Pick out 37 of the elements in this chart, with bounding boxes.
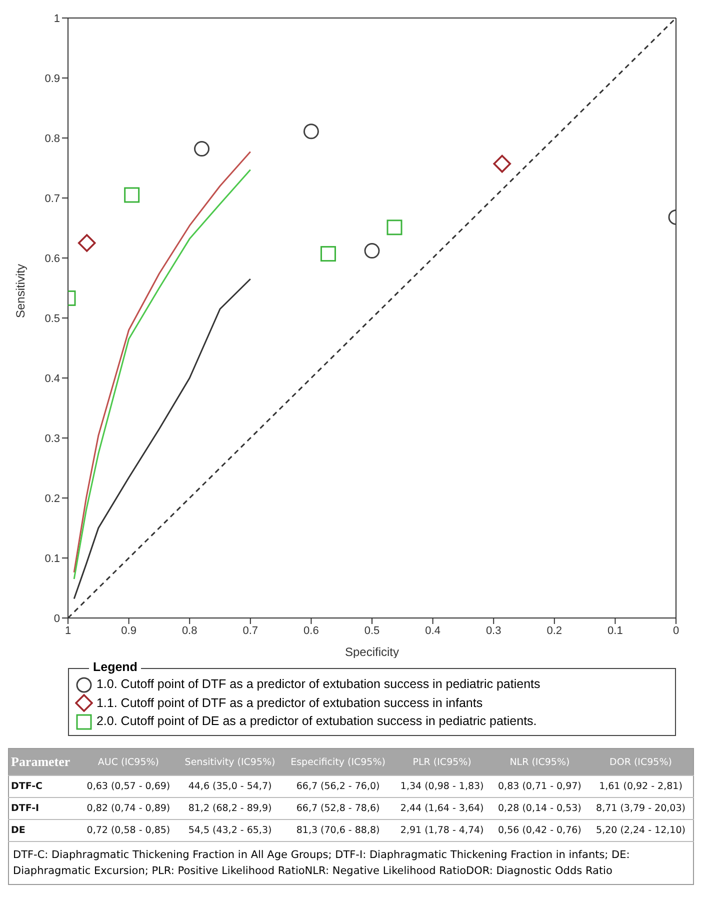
x-tick-label: 0.6 xyxy=(304,624,319,637)
point xyxy=(78,234,96,252)
point xyxy=(364,243,380,259)
y-tick-label: 0.9 xyxy=(44,72,60,85)
x-tick-label: 1 xyxy=(64,624,72,637)
x-tick-label: 0.7 xyxy=(242,624,258,637)
legend-title: Legend xyxy=(89,660,142,674)
y-tick-label: 0.7 xyxy=(44,192,60,205)
y-tick-label: 0.6 xyxy=(44,252,60,265)
y-tick-label: 1 xyxy=(54,12,60,25)
legend-label: 1.0. Cutoff point of DTF as a predictor of extubation success in pediatric patients xyxy=(95,676,542,693)
y-tick-label: 0.3 xyxy=(44,432,60,445)
y-tick-label: 0.2 xyxy=(44,492,60,505)
point xyxy=(493,154,512,173)
point xyxy=(386,220,402,236)
line-series xyxy=(73,278,252,600)
x-tick-label: 0.3 xyxy=(486,624,502,637)
x-tick-label: 0 xyxy=(672,624,680,637)
results-table: Parameter AUC (IC95%) Sensitivity (IC95%) Especificity (IC95%) PLR (IC95%) NLR (IC95%) DOR (IC95%) DTF-C 0,63 (0,57 - 0,69) 44,6 (35,0 - 54,7) 66,7 (56,2 - 76,0) 1,34 (0,98 - 1,83) 0,83 (0,71 - 0,97) 1,61 (0,92 - 2,81) DTF-I 0,82 (0,74 - 0,89) 81,2 (68,2 - 89,9) 66,7 (52,8 - 78,6) 2,44 (1,64 - 3,64) 0,28 (0,14 - 0,53) 8,71 (3,79 - 20,03) DE 0,72 (0,58 - 0,85) 54,5 (43,2 - 65,3) 81,3 (70,6 - 88,8) 2,91 (1,78 - 4,74) 0,56 (0,42 - 0,76) 5,20 (2,24 - 12,10) DTF-C: Diaphragmatic Thickening Fraction in All Age Groups; DTF-I: Diaphragmatic Thickening Fraction in infants; DE: Diaphragmatic Excursion; PLR: Positive Likelihood RatioNLR: Negative Likelihood RatioDOR: Diagnostic Odds Ratio xyxy=(8,748,694,886)
x-tick-label: 0.5 xyxy=(364,624,380,637)
x-tick-label: 0.1 xyxy=(608,624,623,637)
y-tick-label: 0.1 xyxy=(44,552,60,565)
point xyxy=(194,141,210,157)
y-tick-label: 0.8 xyxy=(44,132,60,145)
y-tick-label: 0 xyxy=(54,612,60,625)
point xyxy=(303,124,319,140)
x-tick-label: 0.4 xyxy=(425,624,440,637)
y-axis-title: Sensitivity xyxy=(13,264,28,318)
x-tick-label: 0.2 xyxy=(546,624,562,637)
y-tick-label: 0.4 xyxy=(44,372,60,385)
legend-label: 2.0. Cutoff point of DE as a predictor of extubation success in pediatric patients. xyxy=(95,713,538,730)
point xyxy=(124,187,140,203)
x-tick-label: 0.8 xyxy=(182,624,198,637)
legend-label: 1.1. Cutoff point of DTF as a predictor of extubation success in infants xyxy=(95,694,484,712)
point xyxy=(320,246,336,262)
y-tick-label: 0.5 xyxy=(44,312,60,325)
x-tick-label: 0.9 xyxy=(121,624,136,637)
